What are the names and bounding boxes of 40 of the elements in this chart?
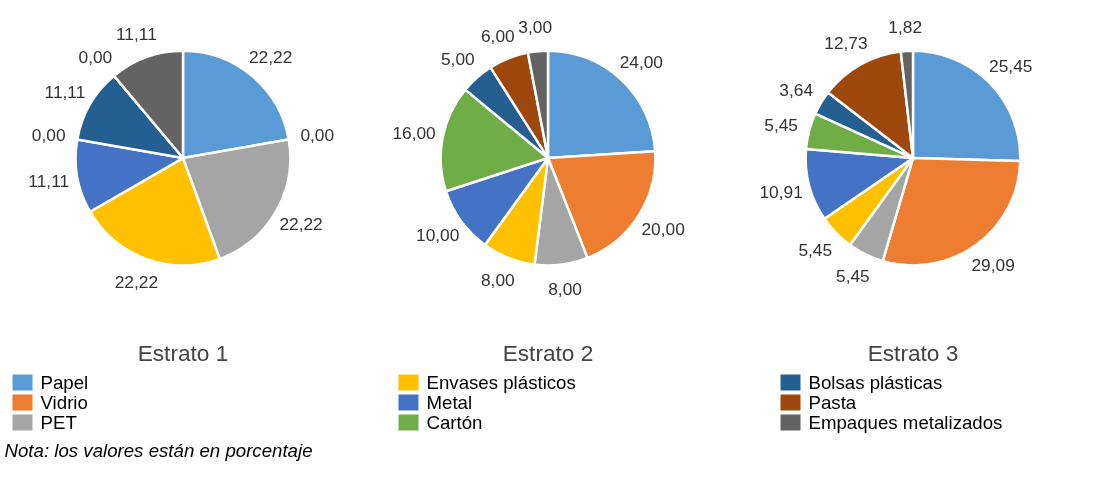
text: Nota: los valores están en porcentaje <box>4 440 313 461</box>
data-label: 10,00 <box>416 225 460 246</box>
legend-label: PET <box>40 412 77 433</box>
data-label: 6,00 <box>480 25 515 46</box>
legend-label: Vidrio <box>40 392 88 413</box>
legend-label: Empaques metalizados <box>808 412 1003 433</box>
text: 0,00 <box>300 125 335 146</box>
data-label: 5,45 <box>836 266 870 287</box>
data-label: 16,00 <box>392 123 436 144</box>
data-label: 3,64 <box>779 80 814 101</box>
legend-label: Envases plásticos <box>426 372 576 393</box>
data-label: 10,91 <box>759 181 803 202</box>
data-label: 3,00 <box>518 16 553 37</box>
text: 0,00 <box>31 125 66 146</box>
data-label: 11,11 <box>28 170 70 191</box>
data-label: 5,45 <box>764 114 798 135</box>
data-label: 5,45 <box>798 239 833 260</box>
legend-label: Metal <box>426 392 473 413</box>
data-label: 8,00 <box>548 278 582 299</box>
text: Estrato 1 <box>137 339 229 366</box>
legend-label: Pasta <box>808 392 857 413</box>
text: Estrato 3 <box>867 339 959 366</box>
legend-label: Cartón <box>426 412 483 433</box>
data-label: 8,00 <box>480 270 515 291</box>
legend-label: Papel <box>40 372 89 393</box>
data-label: 5,00 <box>440 49 475 70</box>
data-label: 22,22 <box>248 47 293 68</box>
data-label: 20,00 <box>641 218 685 239</box>
data-label: 22,22 <box>114 271 159 292</box>
data-label: 1,82 <box>888 16 923 37</box>
data-label: 11,11 <box>115 24 157 45</box>
legend-label: Bolsas plásticas <box>808 372 943 393</box>
data-label: 24,00 <box>619 52 664 73</box>
text: 0,00 <box>78 47 113 68</box>
data-label: 29,09 <box>971 254 1015 275</box>
data-label: 11,11 <box>44 82 86 103</box>
data-label: 22,22 <box>279 213 323 234</box>
data-label: 12,73 <box>824 33 868 54</box>
data-label: 25,45 <box>989 56 1033 77</box>
text: Estrato 2 <box>502 339 594 366</box>
